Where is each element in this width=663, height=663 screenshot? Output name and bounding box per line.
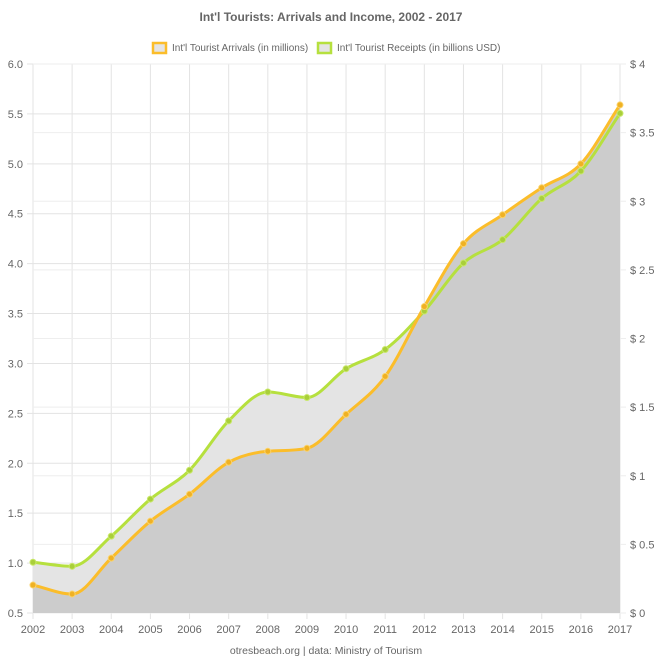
y-right-tick-label: $ 3.5 (630, 128, 654, 140)
arrivals-point[interactable] (577, 160, 585, 168)
arrivals-point[interactable] (342, 410, 350, 418)
receipts-point[interactable] (577, 167, 585, 175)
receipts-point[interactable] (303, 394, 311, 402)
arrivals-area (33, 104, 620, 614)
arrivals-point[interactable] (225, 458, 233, 466)
arrivals-point[interactable] (538, 184, 546, 192)
y-left-tick-label: 4.5 (8, 209, 23, 221)
receipts-point[interactable] (29, 558, 37, 566)
receipts-point[interactable] (186, 466, 194, 474)
y-right-tick-label: $ 0.5 (630, 539, 654, 551)
x-tick-label: 2015 (529, 624, 553, 636)
receipts-point[interactable] (264, 388, 272, 396)
arrivals-point[interactable] (303, 444, 311, 452)
receipts-point[interactable] (538, 195, 546, 203)
y-left-tick-label: 2.5 (8, 408, 23, 420)
legend: Int'l Tourist Arrivals (in millions) Int… (151, 41, 500, 55)
receipts-point[interactable] (68, 562, 76, 570)
x-tick-label: 2011 (373, 624, 397, 636)
y-left-tick-label: 6.0 (8, 59, 23, 71)
x-tick-label: 2014 (490, 624, 514, 636)
y-right-tick-label: $ 2.5 (630, 265, 654, 277)
legend-label-arrivals: Int'l Tourist Arrivals (in millions) (172, 43, 308, 54)
chart-title: Int'l Tourists: Arrivals and Income, 200… (200, 10, 463, 24)
series-points (29, 101, 624, 598)
y-right-tick-label: $ 0 (630, 608, 645, 620)
y-right-tick-label: $ 3 (630, 196, 645, 208)
x-tick-label: 2004 (99, 624, 123, 636)
x-tick-label: 2009 (295, 624, 319, 636)
x-tick-label: 2008 (256, 624, 280, 636)
x-tick-label: 2016 (569, 624, 593, 636)
arrivals-point[interactable] (186, 490, 194, 498)
y-left-tick-label: 5.0 (8, 159, 23, 171)
arrivals-point[interactable] (107, 554, 115, 562)
arrivals-point[interactable] (146, 517, 154, 525)
legend-swatch-receipts (316, 41, 333, 55)
y-left-tick-label: 1.0 (8, 558, 23, 570)
y-right-tick-label: $ 4 (630, 59, 645, 71)
y-left-tick-label: 3.5 (8, 309, 23, 321)
arrivals-point[interactable] (420, 303, 428, 311)
arrivals-point[interactable] (381, 372, 389, 380)
x-tick-label: 2006 (177, 624, 201, 636)
legend-swatch-arrivals (151, 41, 168, 55)
y-right-tick-label: $ 2 (630, 334, 645, 346)
y-left-tick-label: 5.5 (8, 109, 23, 121)
arrivals-point[interactable] (264, 447, 272, 455)
x-tick-label: 2005 (138, 624, 162, 636)
x-tick-label: 2007 (216, 624, 240, 636)
arrivals-point[interactable] (68, 590, 76, 598)
arrivals-point[interactable] (616, 101, 624, 109)
y-left-tick-label: 3.0 (8, 358, 23, 370)
y-left-tick-label: 4.0 (8, 259, 23, 271)
x-tick-label: 2010 (334, 624, 358, 636)
series-areas (33, 104, 620, 614)
chart-footer: otresbeach.org | data: Ministry of Touri… (230, 645, 422, 657)
receipts-point[interactable] (499, 236, 507, 244)
legend-item-arrivals[interactable]: Int'l Tourist Arrivals (in millions) (151, 41, 308, 55)
axis-labels: 2002 2003 2004 2005 2006 2007 2008 2009 2010 2011… (8, 59, 655, 636)
legend-label-receipts: Int'l Tourist Receipts (in billions USD) (337, 43, 500, 54)
x-tick-label: 2017 (608, 624, 632, 636)
arrivals-point[interactable] (499, 211, 507, 219)
arrivals-line (32, 104, 622, 596)
y-right-tick-label: $ 1 (630, 471, 645, 483)
y-left-tick-label: 0.5 (8, 608, 23, 620)
y-right-tick-label: $ 1.5 (630, 402, 654, 414)
x-tick-label: 2012 (412, 624, 436, 636)
x-tick-label: 2003 (60, 624, 84, 636)
receipts-point[interactable] (146, 495, 154, 503)
x-tick-label: 2013 (451, 624, 475, 636)
receipts-line (32, 112, 622, 568)
arrivals-point[interactable] (459, 240, 467, 248)
receipts-point[interactable] (459, 259, 467, 267)
receipts-point[interactable] (225, 417, 233, 425)
x-tick-label: 2002 (21, 624, 45, 636)
y-left-tick-label: 1.5 (8, 508, 23, 520)
legend-item-receipts[interactable]: Int'l Tourist Receipts (in billions USD) (316, 41, 500, 55)
receipts-point[interactable] (107, 532, 115, 540)
receipts-point[interactable] (616, 109, 624, 117)
y-left-tick-label: 2.0 (8, 458, 23, 470)
series-lines (32, 104, 622, 596)
receipts-point[interactable] (381, 345, 389, 353)
arrivals-point[interactable] (29, 581, 37, 589)
receipts-point[interactable] (342, 365, 350, 373)
